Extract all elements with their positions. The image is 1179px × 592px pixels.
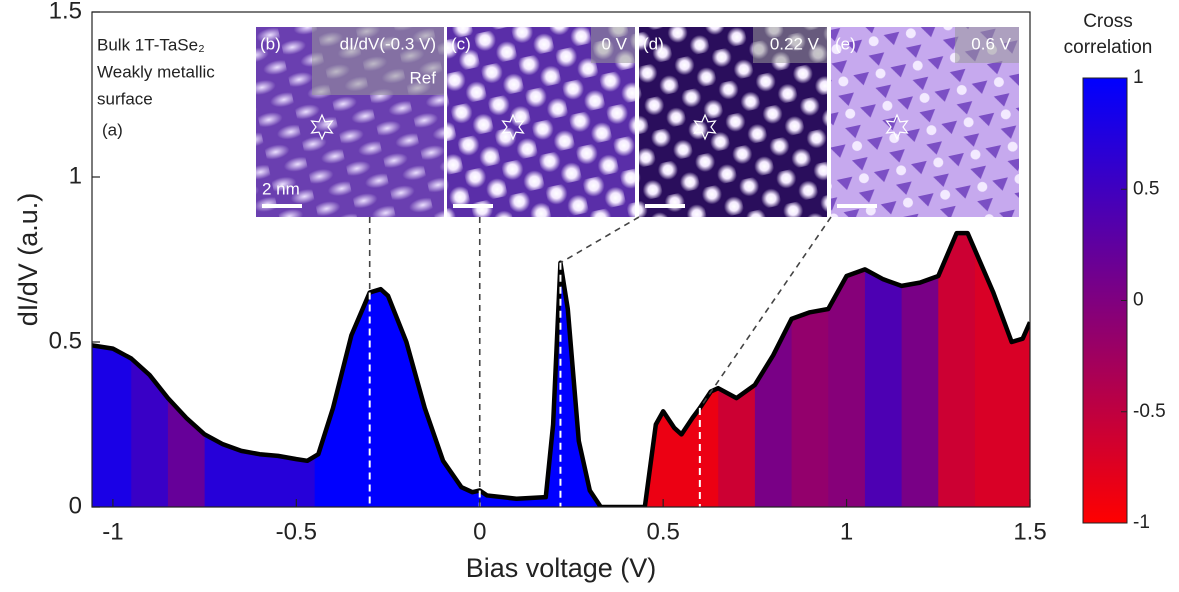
inset-label: (e) bbox=[835, 34, 856, 53]
inset-label: (d) bbox=[643, 34, 664, 53]
star-marker bbox=[310, 113, 334, 141]
inset-label: (c) bbox=[451, 34, 471, 53]
x-axis-label: Bias voltage (V) bbox=[466, 553, 657, 583]
x-tick-label: 1.5 bbox=[1013, 518, 1046, 545]
star-marker bbox=[501, 113, 525, 141]
label-box bbox=[312, 27, 444, 95]
x-tick-label: -0.5 bbox=[276, 518, 317, 545]
inset-bias-label: 0.6 V bbox=[971, 34, 1011, 53]
y-axis-label: dI/dV (a.u.) bbox=[13, 193, 43, 327]
didv-curve bbox=[92, 230, 1030, 507]
colorbar-tick-label: 0 bbox=[1133, 290, 1144, 311]
y-tick-label: 1 bbox=[69, 162, 82, 189]
inset: (b) dI/dV(-0.3 V) Ref 2 nm bbox=[256, 27, 444, 217]
annotation: (a) bbox=[102, 120, 123, 139]
inset-bias-label: 0.22 V bbox=[770, 34, 820, 53]
colorbar-tick-label: -0.5 bbox=[1133, 401, 1166, 422]
connector bbox=[560, 216, 640, 264]
inset: (e) 0.6 V bbox=[831, 27, 1019, 217]
connector bbox=[699, 216, 832, 409]
star-marker bbox=[885, 113, 909, 141]
y-tick-label: 1.5 bbox=[49, 0, 82, 24]
colorbar-tick-label: -1 bbox=[1133, 512, 1150, 533]
correlation-strip bbox=[131, 233, 169, 507]
colorbar-tick-label: 1 bbox=[1133, 67, 1144, 88]
colorbar bbox=[1082, 77, 1128, 524]
x-tick-label: 0.5 bbox=[646, 518, 679, 545]
inset-bias-label: 0 V bbox=[601, 34, 627, 53]
x-tick-label: -1 bbox=[102, 518, 123, 545]
inset-ref-label: Ref bbox=[410, 68, 437, 87]
annotation: surface bbox=[97, 89, 153, 108]
axes-frame bbox=[91, 11, 1031, 508]
label-box bbox=[753, 27, 827, 63]
y-tick-label: 0.5 bbox=[49, 327, 82, 354]
label-box bbox=[955, 27, 1019, 63]
scale-label: 2 nm bbox=[262, 179, 300, 198]
inset-bias-label: dI/dV(-0.3 V) bbox=[340, 34, 436, 53]
star-marker bbox=[693, 113, 717, 141]
correlation-strip bbox=[938, 233, 976, 507]
inset-label: (b) bbox=[260, 34, 281, 53]
annotation: Weakly metallic bbox=[97, 62, 215, 81]
colorbar-tick-label: 0.5 bbox=[1133, 178, 1159, 199]
label-box bbox=[591, 27, 635, 63]
colorbar-title: correlation bbox=[1064, 37, 1153, 58]
inset: (c) 0 V bbox=[447, 27, 635, 217]
x-tick-label: 0 bbox=[473, 518, 486, 545]
correlation-strip bbox=[92, 233, 132, 507]
x-tick-label: 1 bbox=[840, 518, 853, 545]
annotation: Bulk 1T-TaSe₂ bbox=[97, 35, 205, 54]
inset: (d) 0.22 V bbox=[639, 27, 827, 217]
colorbar-title: Cross bbox=[1083, 11, 1133, 32]
y-tick-label: 0 bbox=[69, 492, 82, 519]
